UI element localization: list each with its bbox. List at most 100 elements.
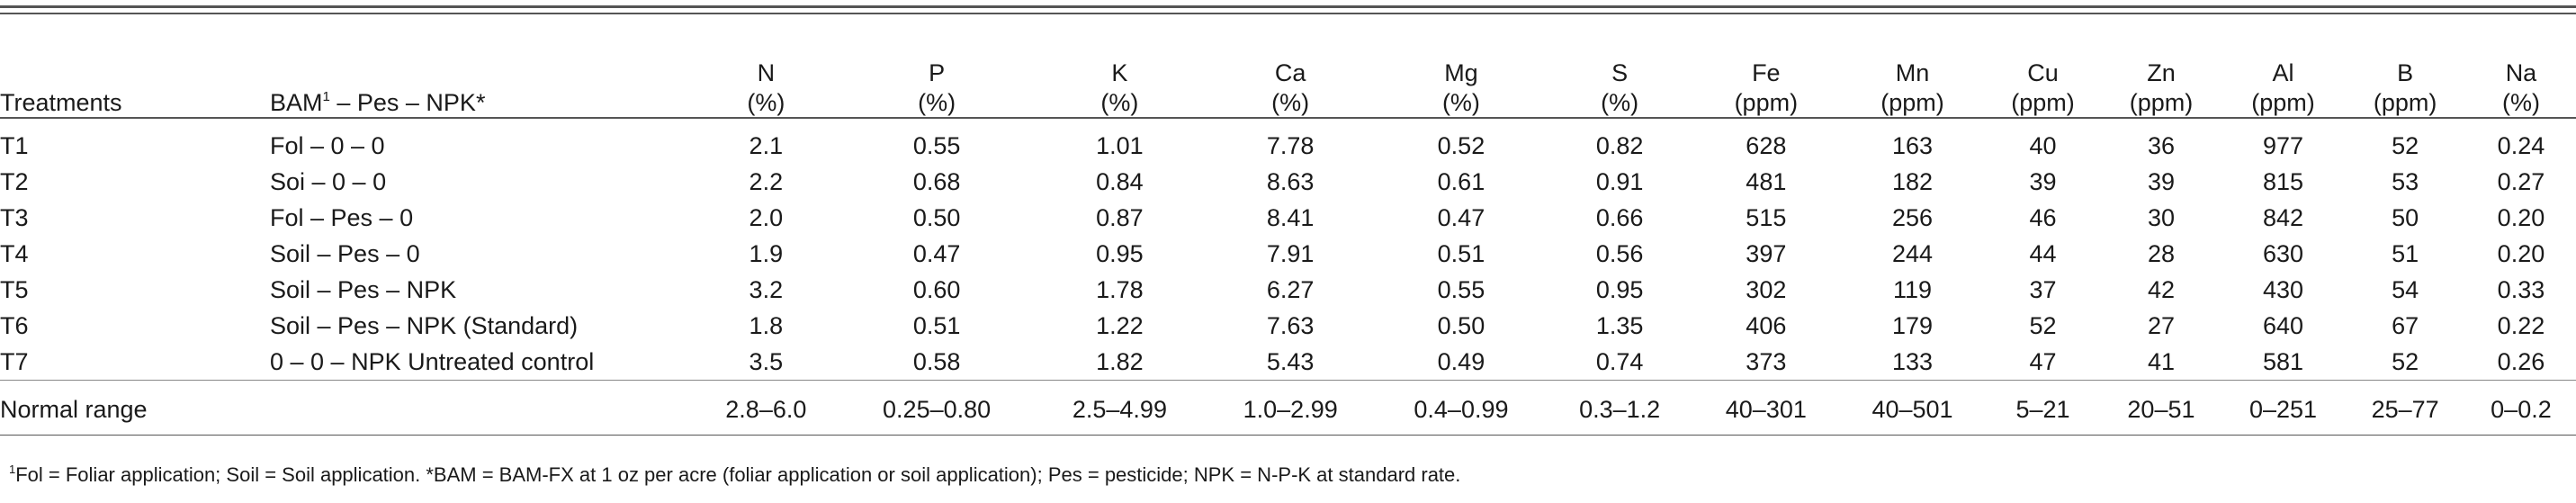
value-cell: 2.1 (749, 131, 784, 159)
value-cell: 28 (2147, 239, 2175, 267)
col-header-zn: Zn (ppm) (2100, 20, 2222, 118)
value-cell: 0.20 (2497, 239, 2545, 267)
value-cell: 8.41 (1266, 203, 1315, 231)
table-row: T5 Soil – Pes – NPK 3.2 0.60 1.78 6.27 0.55 0.9… (0, 272, 2576, 308)
col-name: Al (2272, 59, 2294, 87)
value-cell: 628 (1746, 131, 1787, 159)
value-cell: 40 (2029, 131, 2057, 159)
bam-cell: Fol – 0 – 0 (270, 131, 385, 159)
value-cell: 6.27 (1266, 275, 1315, 303)
value-cell: 1.78 (1096, 275, 1144, 303)
bam-cell: Soil – Pes – NPK (Standard) (270, 311, 579, 339)
table-body: T1 Fol – 0 – 0 2.1 0.55 1.01 7.78 0.52 0.82 628 1… (0, 118, 2576, 436)
treatment-cell: T5 (0, 275, 29, 303)
value-cell: 7.91 (1266, 239, 1315, 267)
value-cell: 133 (1891, 347, 1934, 375)
value-cell: 0.24 (2497, 131, 2545, 159)
col-header-fe: Fe (ppm) (1692, 20, 1839, 118)
value-cell: 0.87 (1096, 203, 1144, 231)
value-cell: 0.95 (1096, 239, 1144, 267)
normal-range-cell: 5–21 (2015, 395, 2070, 423)
value-cell: 244 (1891, 239, 1934, 267)
bam-header-suffix: – Pes – NPK* (329, 88, 486, 116)
col-unit: (ppm) (2129, 88, 2194, 116)
col-header-cu: Cu (ppm) (1986, 20, 2100, 118)
normal-range-cell: 0–0.2 (2491, 395, 2552, 423)
col-unit: (ppm) (2373, 88, 2437, 116)
value-cell: 42 (2147, 275, 2175, 303)
col-name: Fe (1752, 59, 1781, 87)
col-header-mn: Mn (ppm) (1839, 20, 1986, 118)
value-cell: 1.82 (1096, 347, 1144, 375)
treatment-cell: T6 (0, 311, 29, 339)
col-name: Mg (1444, 59, 1478, 87)
col-unit: (%) (1271, 88, 1310, 116)
col-name: P (929, 59, 946, 87)
value-cell: 0.55 (912, 131, 961, 159)
value-cell: 37 (2029, 275, 2057, 303)
value-cell: 430 (2263, 275, 2304, 303)
value-cell: 0.50 (1437, 311, 1485, 339)
normal-range-cell: 2.8–6.0 (725, 395, 807, 423)
value-cell: 163 (1891, 131, 1934, 159)
col-name: K (1111, 59, 1128, 87)
value-cell: 179 (1891, 311, 1934, 339)
value-cell: 0.66 (1595, 203, 1644, 231)
col-header-p: P (%) (839, 20, 1035, 118)
col-unit: (%) (1601, 88, 1639, 116)
value-cell: 8.63 (1266, 167, 1315, 195)
table-row: T3 Fol – Pes – 0 2.0 0.50 0.87 8.41 0.47 0.66 51… (0, 200, 2576, 236)
col-unit: (ppm) (1734, 88, 1799, 116)
bam-header-prefix: BAM (270, 88, 323, 116)
table-row: T4 Soil – Pes – 0 1.9 0.47 0.95 7.91 0.51 0.56 3… (0, 236, 2576, 272)
table-row: T7 0 – 0 – NPK Untreated control 3.5 0.58 1.… (0, 344, 2576, 381)
value-cell: 0.68 (912, 167, 961, 195)
value-cell: 1.35 (1595, 311, 1644, 339)
value-cell: 515 (1746, 203, 1787, 231)
normal-range-cell: 0.3–1.2 (1579, 395, 1661, 423)
col-name: Mn (1895, 59, 1930, 87)
treatment-cell: T1 (0, 131, 29, 159)
col-unit: (%) (1100, 88, 1139, 116)
value-cell: 0.49 (1437, 347, 1485, 375)
footnote-sup: 1 (9, 463, 16, 476)
table-top-rule-inner (0, 13, 2576, 14)
value-cell: 0.95 (1595, 275, 1644, 303)
value-cell: 256 (1891, 203, 1934, 231)
col-unit: (ppm) (1880, 88, 1944, 116)
normal-range-cell: 40–501 (1871, 395, 1953, 423)
col-name: Ca (1274, 59, 1306, 87)
value-cell: 0.91 (1595, 167, 1644, 195)
bam-cell: 0 – 0 – NPK Untreated control (270, 347, 595, 375)
treatment-cell: T4 (0, 239, 29, 267)
value-cell: 581 (2263, 347, 2304, 375)
footnote-text: Fol = Foliar application; Soil = Soil ap… (15, 463, 1461, 486)
value-cell: 182 (1891, 167, 1934, 195)
value-cell: 7.63 (1266, 311, 1315, 339)
value-cell: 30 (2147, 203, 2175, 231)
bam-cell: Fol – Pes – 0 (270, 203, 414, 231)
value-cell: 119 (1892, 275, 1933, 303)
value-cell: 0.50 (912, 203, 961, 231)
value-cell: 0.51 (1437, 239, 1485, 267)
value-cell: 36 (2147, 131, 2175, 159)
table-top-rule (0, 5, 2576, 8)
col-name: Cu (2027, 59, 2059, 87)
value-cell: 0.47 (912, 239, 961, 267)
treatments-header-label: Treatments (0, 88, 122, 116)
col-header-ca: Ca (%) (1205, 20, 1376, 118)
normal-range-cell: 40–301 (1725, 395, 1807, 423)
value-cell: 302 (1746, 275, 1787, 303)
normal-range-cell: 0–251 (2248, 395, 2318, 423)
value-cell: 54 (2392, 275, 2419, 303)
nutrient-table: Treatments BAM1 – Pes – NPK* N (%) P (%) K… (0, 20, 2576, 436)
value-cell: 41 (2147, 347, 2175, 375)
table-row: T6 Soil – Pes – NPK (Standard) 1.8 0.51 1.22… (0, 308, 2576, 344)
value-cell: 5.43 (1266, 347, 1315, 375)
value-cell: 0.84 (1096, 167, 1144, 195)
value-cell: 0.47 (1437, 203, 1485, 231)
value-cell: 640 (2263, 311, 2304, 339)
treatment-cell: T3 (0, 203, 29, 231)
normal-range-cell: 0.4–0.99 (1414, 395, 1509, 423)
value-cell: 0.58 (912, 347, 961, 375)
